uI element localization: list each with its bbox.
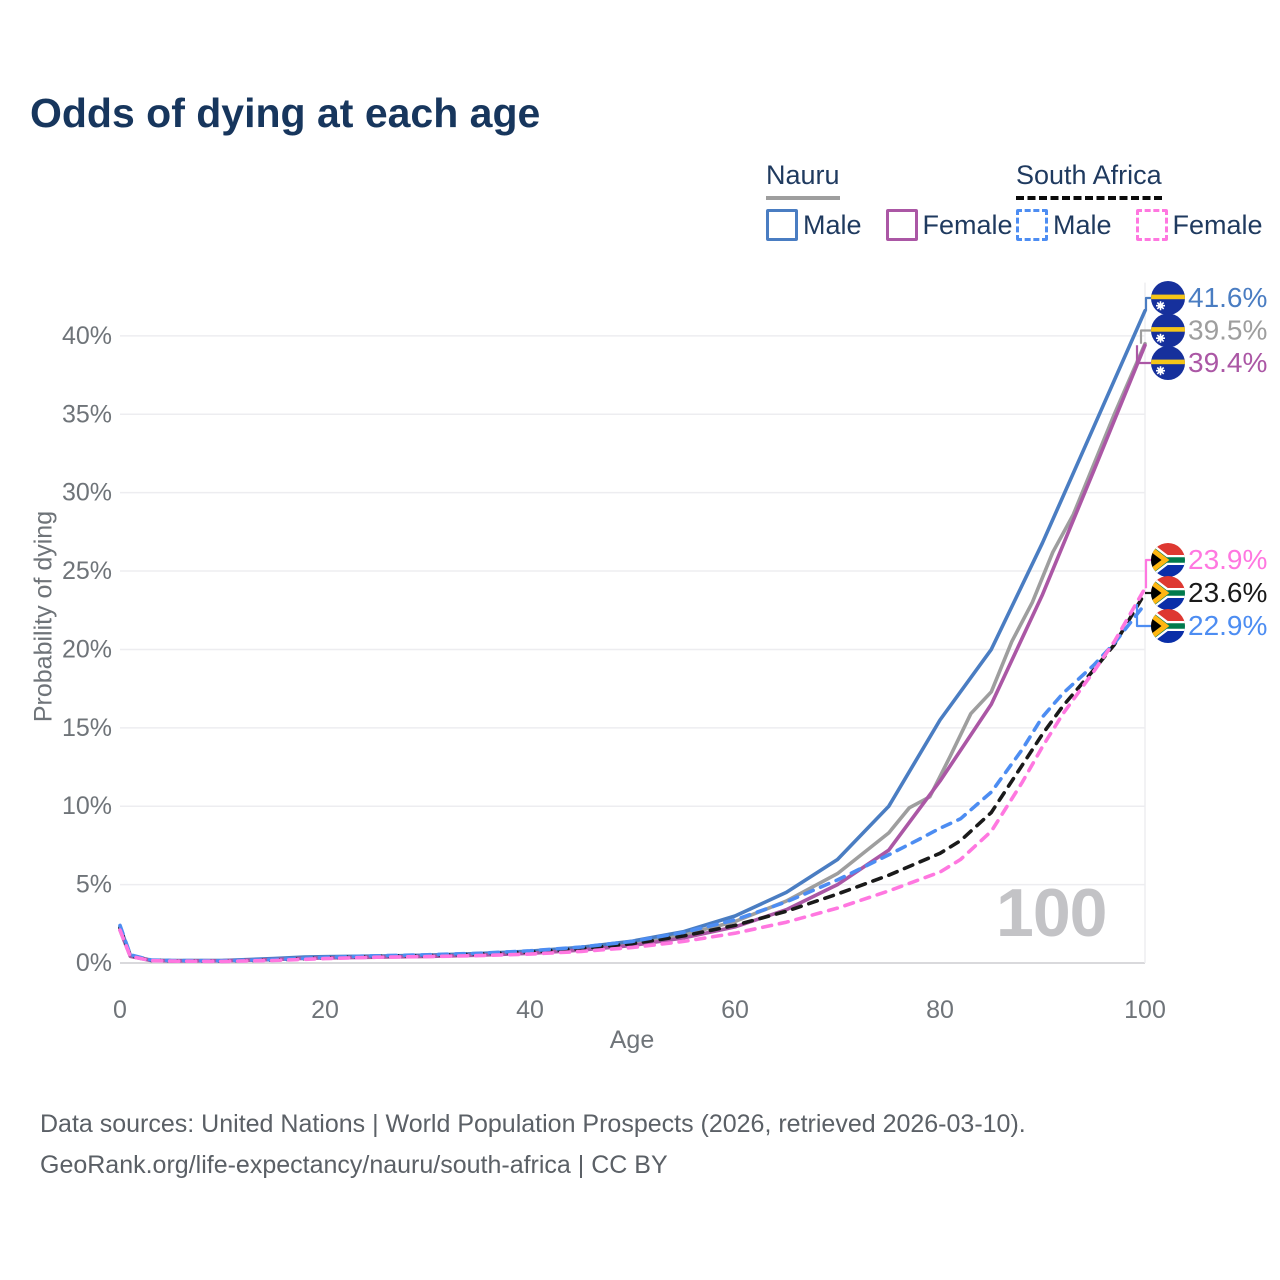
south-africa-flag-icon <box>1151 543 1185 577</box>
y-tick-label: 10% <box>62 792 112 820</box>
legend-swatch-icon <box>885 209 918 241</box>
page-title: Odds of dying at each age <box>30 90 541 136</box>
y-tick-label: 35% <box>62 400 112 428</box>
x-tick-label: 0 <box>113 996 127 1024</box>
legend-item-label: Female <box>1172 209 1263 240</box>
footer: Data sources: United Nations | World Pop… <box>40 1104 1026 1186</box>
y-tick-label: 5% <box>76 871 112 899</box>
x-axis-title: Age <box>609 1026 655 1054</box>
end-value-label-total: 23.6% <box>1188 577 1267 608</box>
legend-group-nauru-title: Nauru <box>766 160 840 200</box>
end-value-label-total: 39.5% <box>1188 315 1267 346</box>
end-value-label-female: 23.9% <box>1188 544 1267 575</box>
end-label-connector <box>1139 329 1152 344</box>
legend-toggle-nauru-female[interactable]: Female <box>885 209 1013 241</box>
legend-item-label: Female <box>922 209 1013 240</box>
legend-item-label: Male <box>1053 209 1112 240</box>
x-tick-label: 80 <box>926 996 954 1024</box>
legend-swatch-icon <box>766 209 798 241</box>
end-label-connector <box>1135 345 1152 365</box>
y-tick-label: 40% <box>62 322 112 350</box>
legend-group-nauru: Nauru Male Female <box>766 160 1013 241</box>
legend-toggle-south-africa-female[interactable]: Female <box>1135 209 1263 241</box>
gridlines <box>120 282 1146 964</box>
data-series <box>118 309 1147 964</box>
nauru-flag-icon <box>1151 314 1185 348</box>
series-line-south-africa-female[interactable] <box>118 586 1147 964</box>
legend-group-south-africa: South Africa Male Female <box>1016 160 1263 241</box>
end-label-connector <box>1135 604 1152 628</box>
legend-group-south-africa-title: South Africa <box>1016 160 1162 200</box>
legend-item-label: Male <box>803 209 862 240</box>
y-axis-title: Probability of dying <box>29 510 58 723</box>
legend-toggle-south-africa-male[interactable]: Male <box>1016 209 1112 241</box>
y-tick-label: 30% <box>62 479 112 507</box>
y-tick-label: 20% <box>62 635 112 663</box>
y-tick-label: 0% <box>76 949 112 977</box>
x-tick-label: 40 <box>516 996 544 1024</box>
south-africa-flag-icon <box>1151 609 1185 643</box>
y-tick-label: 15% <box>62 714 112 742</box>
south-africa-flag-icon <box>1151 576 1185 610</box>
end-value-label-male: 22.9% <box>1188 610 1267 641</box>
series-line-south-africa-male[interactable] <box>118 602 1147 963</box>
legend-items-south-africa: Male Female <box>1016 209 1263 241</box>
legend-items-nauru: Male Female <box>766 209 1013 241</box>
series-end-labels: 41.6%39.5%39.4% 23.9%23.6%22.9% <box>1135 281 1267 643</box>
legend-toggle-nauru-male[interactable]: Male <box>766 209 862 241</box>
legend-swatch-icon <box>1016 209 1048 241</box>
footer-attribution-line: GeoRank.org/life-expectancy/nauru/south-… <box>40 1151 668 1179</box>
chart-legend: Nauru Male Female South Africa Male Female <box>0 160 1280 250</box>
nauru-flag-icon <box>1151 281 1185 315</box>
footer-sources-line: Data sources: United Nations | World Pop… <box>40 1110 1026 1138</box>
end-value-label-male: 41.6% <box>1188 282 1267 313</box>
x-tick-label: 20 <box>311 996 339 1024</box>
legend-swatch-icon <box>1135 209 1168 241</box>
end-value-label-female: 39.4% <box>1188 347 1267 378</box>
nauru-flag-icon <box>1151 346 1185 380</box>
y-tick-label: 25% <box>62 557 112 585</box>
series-line-nauru-female[interactable] <box>118 343 1147 963</box>
end-label-connector <box>1144 558 1152 589</box>
age-watermark: 100 <box>996 875 1107 951</box>
x-tick-label: 60 <box>721 996 749 1024</box>
axis-tick-labels: 0% 5% 10% 15% 20% 25% 30% 35% 40% 0 20 40 60 80 100 <box>62 322 1166 1024</box>
x-tick-label: 100 <box>1124 996 1166 1024</box>
end-label-connector <box>1144 296 1152 311</box>
series-line-nauru-male[interactable] <box>118 309 1147 963</box>
